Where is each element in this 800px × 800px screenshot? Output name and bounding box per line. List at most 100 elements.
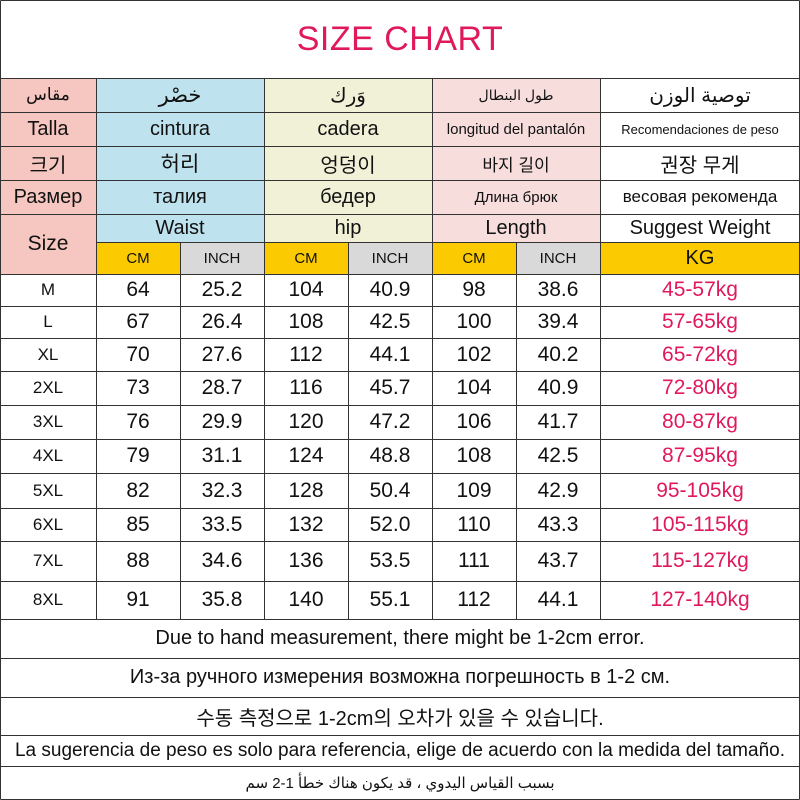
weight-cell: 57-65kg (600, 306, 800, 338)
note-line-0: Due to hand measurement, there might be … (0, 619, 800, 658)
unit-label: INCH (516, 242, 600, 274)
header-weight-english: Suggest Weight (600, 214, 800, 242)
measurement-cell: 42.5 (348, 306, 432, 338)
measurement-cell: 140 (264, 581, 348, 619)
header-weight-lang-3: весовая рекомендa (600, 180, 800, 214)
measurement-cell: 42.9 (516, 473, 600, 508)
unit-label: INCH (180, 242, 264, 274)
weight-cell: 87-95kg (600, 439, 800, 473)
chart-title: SIZE CHART (296, 19, 504, 58)
header-length-lang-3: Длина брюк (432, 180, 600, 214)
note-line-2: 수동 측정으로 1-2cm의 오차가 있을 수 있습니다. (0, 697, 800, 735)
measurement-cell: 53.5 (348, 541, 432, 581)
measurement-cell: 26.4 (180, 306, 264, 338)
header-size-lang-3: Размер (0, 180, 96, 214)
header-length-lang-0: طول البنطال (432, 78, 600, 112)
header-waist-english: Waist (96, 214, 264, 242)
header-waist-lang-3: талия (96, 180, 264, 214)
weight-cell: 105-115kg (600, 508, 800, 541)
measurement-cell: 44.1 (348, 338, 432, 371)
header-length-lang-2: 바지 길이 (432, 146, 600, 180)
unit-label: CM (264, 242, 348, 274)
measurement-cell: 100 (432, 306, 516, 338)
header-weight-lang-0: توصية الوزن (600, 78, 800, 112)
weight-cell: 95-105kg (600, 473, 800, 508)
header-hip-english: hip (264, 214, 432, 242)
measurement-cell: 112 (264, 338, 348, 371)
measurement-cell: 28.7 (180, 371, 264, 405)
size-cell: 8XL (0, 581, 96, 619)
measurement-cell: 108 (264, 306, 348, 338)
size-cell: 6XL (0, 508, 96, 541)
measurement-cell: 31.1 (180, 439, 264, 473)
measurement-cell: 43.7 (516, 541, 600, 581)
measurement-cell: 39.4 (516, 306, 600, 338)
size-cell: M (0, 274, 96, 306)
measurement-cell: 48.8 (348, 439, 432, 473)
unit-label: CM (96, 242, 180, 274)
measurement-cell: 124 (264, 439, 348, 473)
header-weight-lang-2: 권장 무게 (600, 146, 800, 180)
measurement-cell: 29.9 (180, 405, 264, 439)
weight-cell: 127-140kg (600, 581, 800, 619)
measurement-cell: 116 (264, 371, 348, 405)
measurement-cell: 44.1 (516, 581, 600, 619)
weight-cell: 45-57kg (600, 274, 800, 306)
header-size-lang-2: 크기 (0, 146, 96, 180)
measurement-cell: 38.6 (516, 274, 600, 306)
measurement-cell: 132 (264, 508, 348, 541)
measurement-cell: 67 (96, 306, 180, 338)
measurement-cell: 43.3 (516, 508, 600, 541)
measurement-cell: 111 (432, 541, 516, 581)
weight-cell: 80-87kg (600, 405, 800, 439)
measurement-cell: 70 (96, 338, 180, 371)
measurement-cell: 73 (96, 371, 180, 405)
measurement-cell: 64 (96, 274, 180, 306)
size-cell: 7XL (0, 541, 96, 581)
header-size-english: Size (0, 214, 96, 274)
measurement-cell: 136 (264, 541, 348, 581)
header-hip-lang-3: бедер (264, 180, 432, 214)
measurement-cell: 85 (96, 508, 180, 541)
measurement-cell: 45.7 (348, 371, 432, 405)
unit-label: KG (600, 242, 800, 274)
measurement-cell: 40.9 (348, 274, 432, 306)
measurement-cell: 108 (432, 439, 516, 473)
measurement-cell: 34.6 (180, 541, 264, 581)
header-weight-lang-1: Recomendaciones de peso (600, 112, 800, 146)
header-hip-lang-1: cadera (264, 112, 432, 146)
unit-label: INCH (348, 242, 432, 274)
measurement-cell: 110 (432, 508, 516, 541)
header-hip-lang-2: 엉덩이 (264, 146, 432, 180)
weight-cell: 115-127kg (600, 541, 800, 581)
measurement-cell: 35.8 (180, 581, 264, 619)
unit-label: CM (432, 242, 516, 274)
size-cell: 4XL (0, 439, 96, 473)
measurement-cell: 32.3 (180, 473, 264, 508)
measurement-cell: 106 (432, 405, 516, 439)
weight-cell: 72-80kg (600, 371, 800, 405)
measurement-cell: 79 (96, 439, 180, 473)
measurement-cell: 109 (432, 473, 516, 508)
note-line-4: بسبب القياس اليدوي ، قد يكون هناك خطأ 1-… (0, 766, 800, 800)
measurement-cell: 47.2 (348, 405, 432, 439)
measurement-cell: 91 (96, 581, 180, 619)
measurement-cell: 25.2 (180, 274, 264, 306)
size-cell: L (0, 306, 96, 338)
measurement-cell: 128 (264, 473, 348, 508)
header-waist-lang-1: cintura (96, 112, 264, 146)
measurement-cell: 50.4 (348, 473, 432, 508)
header-length-english: Length (432, 214, 600, 242)
measurement-cell: 98 (432, 274, 516, 306)
measurement-cell: 33.5 (180, 508, 264, 541)
measurement-cell: 112 (432, 581, 516, 619)
measurement-cell: 52.0 (348, 508, 432, 541)
note-line-1: Из-за ручного измерения возможна погрешн… (0, 658, 800, 697)
measurement-cell: 82 (96, 473, 180, 508)
measurement-cell: 104 (264, 274, 348, 306)
measurement-cell: 104 (432, 371, 516, 405)
note-line-3: La sugerencia de peso es solo para refer… (0, 735, 800, 766)
measurement-cell: 55.1 (348, 581, 432, 619)
measurement-cell: 41.7 (516, 405, 600, 439)
measurement-cell: 42.5 (516, 439, 600, 473)
